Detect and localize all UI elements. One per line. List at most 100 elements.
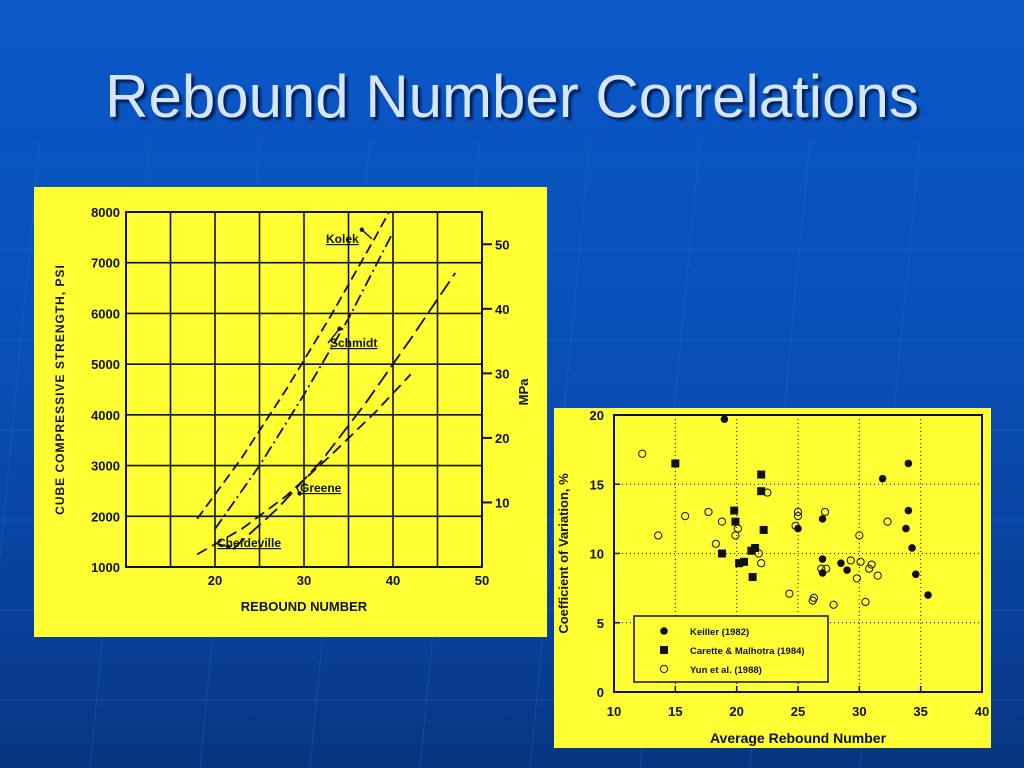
strength-rebound-chart: 1000 2000 3000 4000 5000 6000 7000 8000 20 30 40 50… [53, 205, 531, 614]
data-point-open-circle [763, 488, 772, 497]
data-point-open-circle [829, 600, 838, 609]
curve-greene [232, 272, 457, 550]
data-point-filled-square [740, 557, 749, 566]
y-tick-label: 15 [590, 477, 604, 492]
data-point-filled-circle [720, 415, 729, 423]
right-axis-tick-label: 30 [495, 366, 509, 381]
data-point-open-circle [654, 531, 663, 540]
data-point-open-circle [820, 507, 830, 517]
curve-label-chefdeville: Chefdeville [217, 536, 281, 550]
legend-entry: Keiller (1982) [690, 627, 749, 638]
data-point-filled-circle [908, 544, 916, 552]
right-axis-label: MPa [516, 378, 531, 406]
background-grid-line [0, 139, 41, 564]
curve-label-arrowhead [226, 544, 231, 549]
data-point-open-circle [731, 531, 740, 540]
y-tick-label: 5 [597, 616, 604, 631]
data-point-open-circle [704, 507, 713, 517]
data-point-open-circle [785, 589, 794, 598]
curve-label-kolek: Kolek [326, 232, 359, 246]
data-point-open-circle [856, 557, 865, 566]
curve-label-arrowhead [359, 227, 365, 232]
data-point-open-circle [638, 449, 647, 458]
data-point-open-circle [817, 564, 826, 573]
data-point-open-circle [861, 597, 870, 607]
x-tick-label: 10 [607, 704, 621, 719]
data-point-filled-circle [818, 515, 827, 523]
curve-kolek [196, 212, 391, 520]
y-axis-label: Coefficient of Variation, % [556, 473, 571, 634]
x-tick-label: 30 [852, 704, 866, 719]
x-tick-label: 40 [386, 573, 400, 588]
y-tick-label: 4000 [91, 408, 120, 423]
y-tick-label: 7000 [91, 256, 120, 271]
data-point-open-circle [681, 512, 690, 521]
y-tick-label: 1000 [91, 560, 120, 575]
data-point-open-circle [754, 549, 763, 558]
data-point-open-circle [867, 560, 876, 569]
x-tick-label: 30 [297, 573, 311, 588]
legend-marker [659, 664, 669, 674]
data-point-filled-circle [902, 524, 910, 533]
data-point-filled-circle [878, 474, 887, 483]
slide-title: Rebound Number Correlations [105, 63, 919, 130]
y-tick-label: 0 [597, 685, 604, 700]
y-tick-label: 10 [590, 547, 604, 562]
x-tick-label: 20 [208, 573, 222, 588]
legend-marker [660, 627, 668, 635]
legend-marker [660, 646, 668, 654]
data-point-filled-square [759, 525, 768, 534]
x-tick-label: 20 [729, 704, 743, 719]
plot-frame [613, 414, 983, 693]
data-point-open-circle [846, 556, 855, 565]
legend-entry: Carette & Malhotra (1984) [690, 646, 805, 657]
data-point-filled-circle [837, 559, 845, 567]
right-axis-tick-label: 20 [495, 431, 509, 446]
curve-chefdeville [196, 373, 412, 556]
x-tick-label: 40 [975, 704, 989, 719]
data-point-filled-circle [843, 566, 851, 574]
x-tick-label: 15 [668, 704, 682, 719]
variation-rebound-chart: 10 15 20 25 30 35 40 0 5 10 15 20 Average Rebound Nu… [556, 408, 989, 746]
data-point-open-circle [865, 564, 874, 573]
curve-label-arrow [361, 229, 373, 240]
data-point-open-circle [809, 593, 819, 602]
x-axis-label: REBOUND NUMBER [241, 599, 368, 614]
legend-entry: Yun et al. (1988) [690, 665, 762, 676]
right-axis-tick-label: 10 [495, 495, 509, 510]
data-point-filled-circle [818, 555, 827, 563]
curve-schmidt [214, 231, 394, 530]
curve-label-arrow [214, 542, 229, 548]
data-point-open-circle [873, 571, 882, 580]
curve-label-arrowhead [297, 491, 302, 496]
curve-label-schmidt: Schmidt [330, 336, 377, 350]
x-tick-label: 25 [791, 704, 805, 719]
curve-label-arrow [327, 328, 341, 344]
data-point-filled-square [671, 459, 680, 468]
curve-label-greene: Greene [300, 481, 342, 495]
data-point-filled-square [748, 573, 757, 582]
data-point-filled-square [731, 517, 740, 526]
variation-rebound-chart-panel: 10 15 20 25 30 35 40 0 5 10 15 20 Average Rebound Nu… [554, 408, 991, 748]
y-tick-label: 5000 [91, 357, 120, 372]
y-tick-label: 6000 [91, 306, 120, 321]
data-point-filled-square [735, 559, 744, 568]
y-tick-label: 20 [590, 408, 604, 423]
data-point-filled-circle [904, 506, 913, 515]
curve-label-arrowhead [337, 326, 342, 331]
data-point-open-circle [733, 524, 742, 533]
data-point-filled-square [751, 543, 760, 552]
right-axis-tick-label: 50 [495, 237, 509, 252]
data-point-filled-circle [911, 570, 920, 579]
data-point-open-circle [711, 539, 720, 548]
data-point-open-circle [883, 517, 892, 526]
data-point-filled-circle [924, 591, 932, 599]
strength-rebound-chart-panel: 1000 2000 3000 4000 5000 6000 7000 8000 20 30 40 50… [34, 187, 547, 637]
data-point-open-circle [717, 517, 727, 526]
data-point-filled-square [730, 506, 739, 515]
data-point-open-circle [793, 512, 803, 521]
data-point-open-circle [791, 521, 800, 530]
data-point-filled-square [717, 549, 726, 558]
data-point-filled-circle [904, 459, 913, 468]
data-point-open-circle [855, 531, 864, 540]
